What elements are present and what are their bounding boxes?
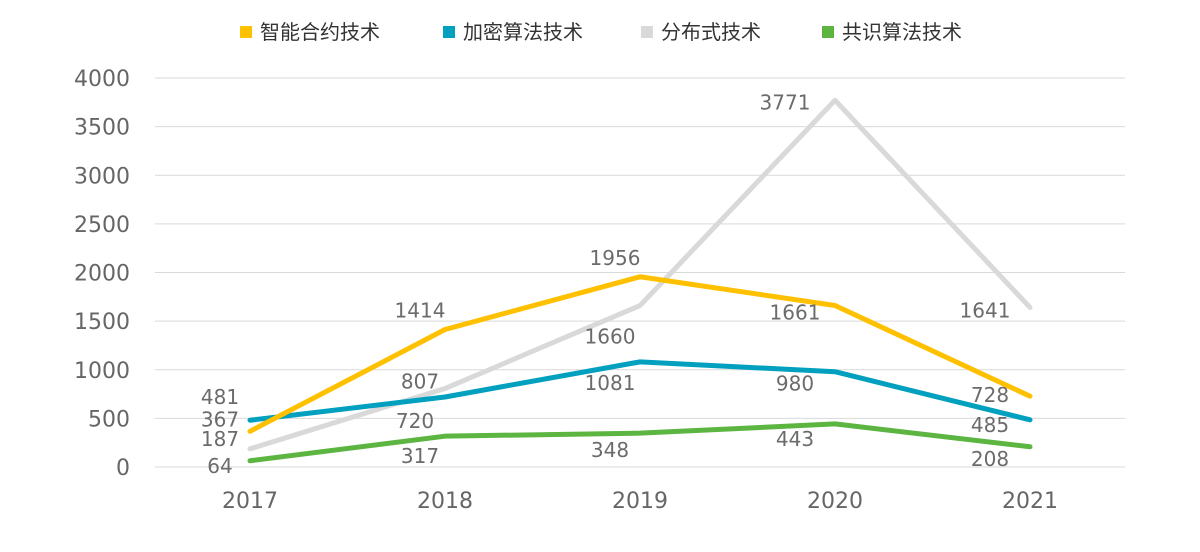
x-tick-label: 2018 — [417, 489, 473, 514]
data-label: 1956 — [590, 246, 641, 270]
y-tick-label: 4000 — [74, 67, 130, 92]
data-label: 807 — [401, 370, 439, 394]
data-label: 720 — [396, 409, 434, 433]
y-tick-label: 3000 — [74, 164, 130, 189]
series-line-2 — [247, 97, 1033, 452]
data-label: 187 — [201, 427, 239, 451]
x-tick-label: 2020 — [807, 489, 863, 514]
series-layer — [247, 97, 1033, 464]
data-label: 1661 — [770, 300, 821, 324]
series-line-0 — [247, 274, 1033, 434]
legend-item: 共识算法技术 — [822, 20, 962, 44]
legend-swatch — [240, 26, 252, 38]
x-axis: 2017 2018 2019 2020 2021 — [222, 489, 1058, 514]
data-label: 3771 — [760, 90, 811, 114]
data-label: 980 — [776, 372, 814, 396]
data-label: 481 — [201, 385, 239, 409]
legend-label: 分布式技术 — [661, 20, 761, 44]
data-label: 208 — [971, 447, 1009, 471]
data-label: 1641 — [960, 298, 1011, 322]
data-label: 64 — [207, 454, 232, 478]
y-tick-label: 1000 — [74, 359, 130, 384]
legend-swatch — [443, 26, 455, 38]
legend-label: 智能合约技术 — [260, 20, 380, 44]
data-label: 1081 — [585, 371, 636, 395]
data-label: 348 — [591, 438, 629, 462]
y-tick-label: 500 — [88, 407, 130, 432]
legend-swatch — [641, 26, 653, 38]
data-label-layer: 367 1414 1956 1661 728 481 720 1081 980 485 187 807… — [201, 90, 1011, 478]
x-tick-label: 2017 — [222, 489, 278, 514]
legend-item: 加密算法技术 — [443, 20, 583, 44]
data-label: 1660 — [585, 325, 636, 349]
data-label: 1414 — [395, 298, 446, 322]
y-tick-label: 2500 — [74, 213, 130, 238]
legend-label: 共识算法技术 — [842, 20, 962, 44]
data-label: 317 — [401, 444, 439, 468]
legend-item: 智能合约技术 — [240, 20, 380, 44]
y-tick-label: 3500 — [74, 116, 130, 141]
data-label: 367 — [201, 407, 239, 431]
y-tick-label: 0 — [116, 456, 130, 481]
data-label: 485 — [971, 413, 1009, 437]
x-tick-label: 2019 — [612, 489, 668, 514]
series-line-1 — [247, 359, 1033, 423]
data-label: 728 — [971, 383, 1009, 407]
series-line-3 — [247, 421, 1033, 464]
y-axis: 0 500 1000 1500 2000 2500 3000 3500 4000 — [74, 67, 130, 481]
legend-swatch — [822, 26, 834, 38]
legend-item: 分布式技术 — [641, 20, 761, 44]
x-tick-label: 2021 — [1002, 489, 1058, 514]
legend-label: 加密算法技术 — [463, 20, 583, 44]
y-tick-label: 1500 — [74, 310, 130, 335]
y-tick-label: 2000 — [74, 262, 130, 287]
grid-layer — [155, 77, 1125, 468]
data-label: 443 — [776, 427, 814, 451]
legend: 智能合约技术 加密算法技术 分布式技术 共识算法技术 — [240, 20, 962, 44]
